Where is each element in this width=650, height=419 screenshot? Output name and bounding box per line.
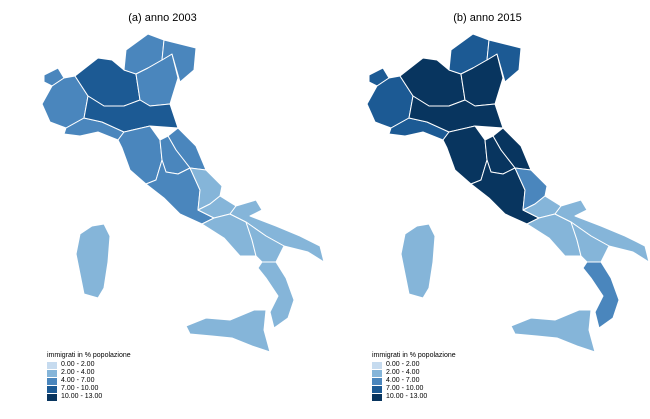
legend-item: 10.00 - 13.00 — [372, 393, 456, 401]
region-sicilia — [510, 309, 596, 353]
region-emilia — [408, 95, 504, 133]
legend-item: 10.00 - 13.00 — [47, 393, 131, 401]
legend-swatch — [47, 377, 57, 385]
legend-swatch — [47, 369, 57, 377]
legend-label: 0.00 - 2.00 — [61, 361, 95, 368]
legend-title: immigrati in % popolazione — [372, 352, 456, 359]
legend-swatch — [372, 361, 382, 369]
region-calabria — [257, 261, 295, 329]
legend-item: 0.00 - 2.00 — [47, 361, 131, 369]
legend-swatch — [47, 385, 57, 393]
region-toscana — [442, 125, 488, 185]
legend-label: 2.00 - 4.00 — [61, 369, 95, 376]
region-emilia — [83, 95, 179, 133]
region-sardegna — [400, 223, 436, 299]
legend-label: 7.00 - 10.00 — [61, 385, 99, 392]
legend: immigrati in % popolazione 0.00 - 2.00 2… — [47, 352, 131, 401]
panel-title: (a) anno 2003 — [128, 12, 197, 24]
legend-swatch — [47, 361, 57, 369]
panel-title: (b) anno 2015 — [453, 12, 522, 24]
legend-item: 7.00 - 10.00 — [372, 385, 456, 393]
legend-swatch — [47, 393, 57, 401]
region-sicilia — [185, 309, 271, 353]
region-sardegna — [75, 223, 111, 299]
italy-map-2015 — [366, 33, 650, 353]
region-calabria — [582, 261, 620, 329]
legend-swatch — [372, 385, 382, 393]
legend-label: 2.00 - 4.00 — [386, 369, 420, 376]
region-friuli — [161, 39, 197, 83]
italy-map-2003 — [41, 33, 325, 353]
legend-label: 4.00 - 7.00 — [386, 377, 420, 384]
legend: immigrati in % popolazione 0.00 - 2.00 2… — [372, 352, 456, 401]
map-panel-2015: (b) anno 2015 immigrati in % popolazione… — [325, 0, 650, 419]
legend-label: 10.00 - 13.00 — [386, 393, 428, 400]
map-panel-2003: (a) anno 2003 immigrati in % popolazione… — [41, 12, 325, 401]
legend-label: 10.00 - 13.00 — [61, 393, 103, 400]
legend-title: immigrati in % popolazione — [47, 352, 131, 359]
legend-swatch — [372, 393, 382, 401]
legend-swatch — [372, 377, 382, 385]
legend-item: 7.00 - 10.00 — [47, 385, 131, 393]
legend-item: 4.00 - 7.00 — [372, 377, 456, 385]
legend-item: 2.00 - 4.00 — [47, 369, 131, 377]
legend-label: 0.00 - 2.00 — [386, 361, 420, 368]
legend-item: 2.00 - 4.00 — [372, 369, 456, 377]
region-friuli — [486, 39, 522, 83]
legend-item: 4.00 - 7.00 — [47, 377, 131, 385]
legend-swatch — [372, 369, 382, 377]
legend-item: 0.00 - 2.00 — [372, 361, 456, 369]
legend-label: 4.00 - 7.00 — [61, 377, 95, 384]
legend-label: 7.00 - 10.00 — [386, 385, 424, 392]
region-toscana — [117, 125, 163, 185]
